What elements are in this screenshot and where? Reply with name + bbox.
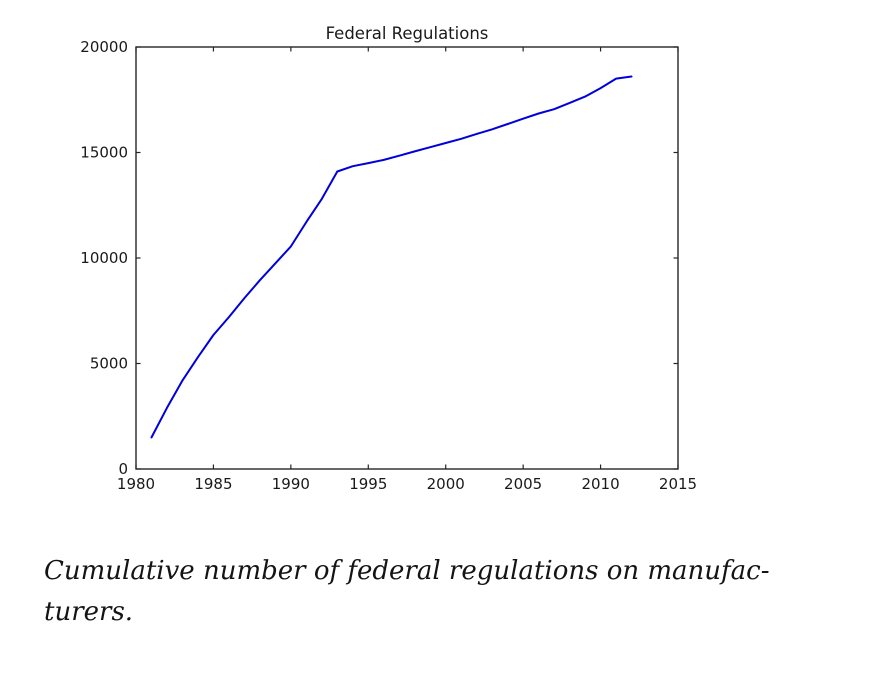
figure-caption-line-1: Cumulative number of federal regulations… — [44, 556, 770, 586]
figure-caption: Cumulative number of federal regulations… — [44, 551, 834, 633]
x-tick-label: 1985 — [194, 475, 232, 493]
figure-caption-line-2: turers. — [44, 597, 134, 627]
x-tick-label: 1990 — [272, 475, 310, 493]
y-tick-label: 20000 — [80, 38, 128, 56]
x-tick-label: 1980 — [117, 475, 155, 493]
y-tick-label: 15000 — [80, 144, 128, 162]
federal-regulations-chart: Federal Regulations 1980 1985 1990 1995 2000 2… — [80, 24, 697, 493]
x-tick-label: 2015 — [659, 475, 697, 493]
data-line-cumulative-regulations — [150, 75, 633, 439]
x-tick-label: 1995 — [349, 475, 387, 493]
x-tick-label: 2010 — [581, 475, 619, 493]
chart-title: Federal Regulations — [326, 24, 489, 43]
plot-frame — [135, 46, 679, 470]
y-tick-label: 0 — [118, 460, 128, 478]
y-tick-label: 5000 — [90, 355, 128, 373]
x-tick-label: 2005 — [504, 475, 542, 493]
y-tick-label: 10000 — [80, 249, 128, 267]
x-tick-label: 2000 — [427, 475, 465, 493]
